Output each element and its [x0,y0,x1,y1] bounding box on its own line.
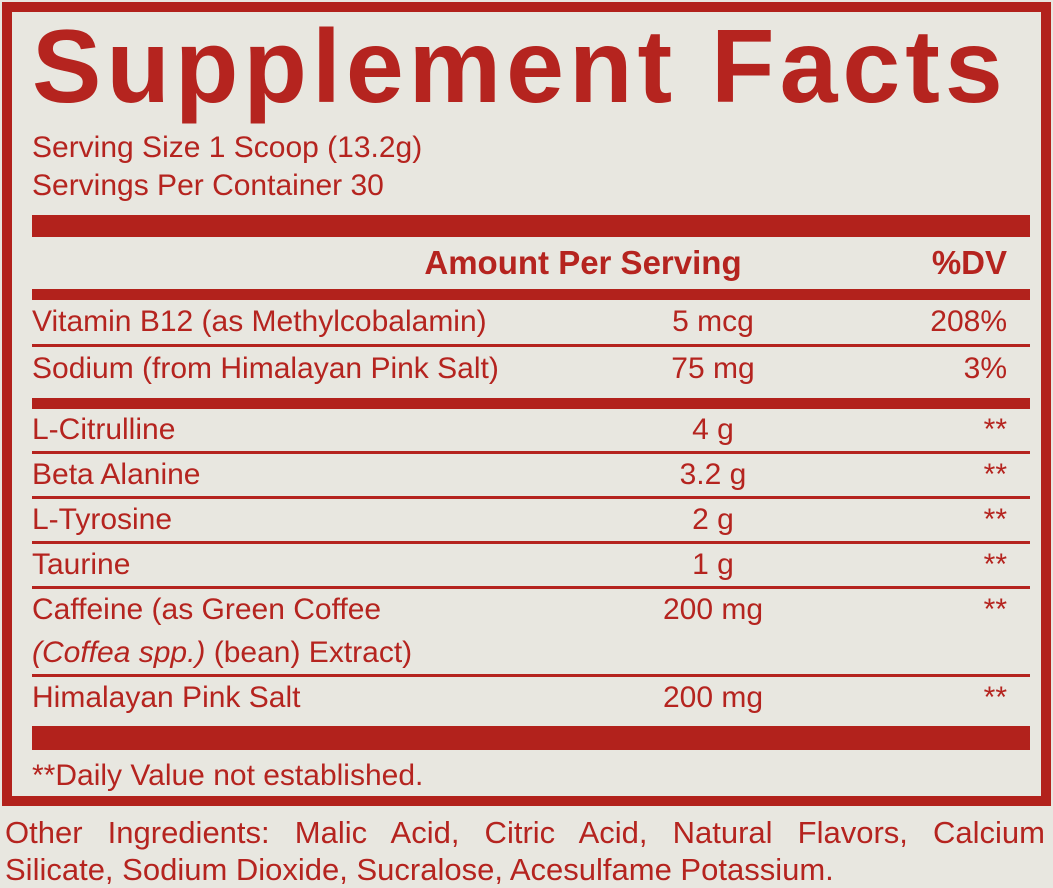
amount-per-serving-header: Amount Per Serving [424,243,742,281]
serving-info: Serving Size 1 Scoop (13.2g) Servings Pe… [32,129,1030,205]
nutrient-dv: 208% [930,304,1007,338]
nutrient-amount: 5 mcg [672,304,754,338]
serving-size: Serving Size 1 Scoop (13.2g) [32,130,423,164]
nutrient-dv: ** [983,592,1007,626]
nutrient-row: Taurine 1 g ** [32,540,1030,586]
other-ingredients-line2: Silicate, Sodium Dioxide, Sucralose, Ace… [5,851,834,887]
nutrient-amount: 3.2 g [679,457,747,491]
divider-medium-middle [32,397,1030,409]
supplement-facts-panel: Supplement Facts Serving Size 1 Scoop (1… [2,2,1051,806]
nutrient-row: Himalayan Pink Salt 200 mg ** [32,673,1030,719]
column-header-row: Amount Per Serving %DV [32,237,1030,289]
nutrient-row: L-Tyrosine 2 g ** [32,495,1030,541]
nutrient-dv: 3% [963,351,1007,385]
divider-thick-bottom [32,725,1030,750]
nutrient-name: L-Tyrosine [32,502,173,536]
nutrient-name: Caffeine (as Green Coffee (Coffea spp.) (… [32,592,413,669]
nutrient-amount: 2 g [692,502,734,536]
nutrient-name: Sodium (from Himalayan Pink Salt) [32,351,499,385]
panel-title: Supplement Facts [32,9,1008,125]
divider-medium-top [32,288,1030,300]
nutrient-row: Sodium (from Himalayan Pink Salt) 75 mg 3% [32,343,1030,391]
nutrient-dv: ** [983,412,1007,446]
nutrient-dv: ** [983,502,1007,536]
nutrient-name: Himalayan Pink Salt [32,680,301,714]
nutrient-amount: 200 mg [662,592,764,626]
daily-value-footnote: **Daily Value not established. [32,758,424,792]
nutrient-name: Taurine [32,547,131,581]
active-ingredients-section: L-Citrulline 4 g ** Beta Alanine 3.2 g ** L-Ty… [32,409,1030,719]
nutrient-amount: 4 g [692,412,734,446]
other-ingredients: Other Ingredients: Malic Acid, Citric Ac… [5,814,1045,888]
other-ingredients-line1: Other Ingredients: Malic Acid, Citric Ac… [5,814,1045,850]
percent-dv-header: %DV [931,243,1007,281]
nutrient-row: L-Citrulline 4 g ** [32,409,1030,451]
servings-per-container: Servings Per Container 30 [32,168,384,202]
divider-thick-top [32,214,1030,237]
nutrient-row: Beta Alanine 3.2 g ** [32,450,1030,496]
nutrient-dv: ** [983,547,1007,581]
nutrient-amount: 1 g [692,547,734,581]
nutrient-amount: 200 mg [662,680,764,714]
nutrient-dv: ** [983,680,1007,714]
nutrient-amount: 75 mg [671,351,755,385]
nutrient-row: Vitamin B12 (as Methylcobalamin) 5 mcg 208… [32,300,1030,344]
nutrient-name: Beta Alanine [32,457,201,491]
vitamins-minerals-section: Vitamin B12 (as Methylcobalamin) 5 mcg 208… [32,300,1030,391]
nutrient-dv: ** [983,457,1007,491]
nutrient-name: Vitamin B12 (as Methylcobalamin) [32,304,487,338]
nutrient-name: L-Citrulline [32,412,176,446]
nutrient-row: Caffeine (as Green Coffee (Coffea spp.) (… [32,585,1030,674]
